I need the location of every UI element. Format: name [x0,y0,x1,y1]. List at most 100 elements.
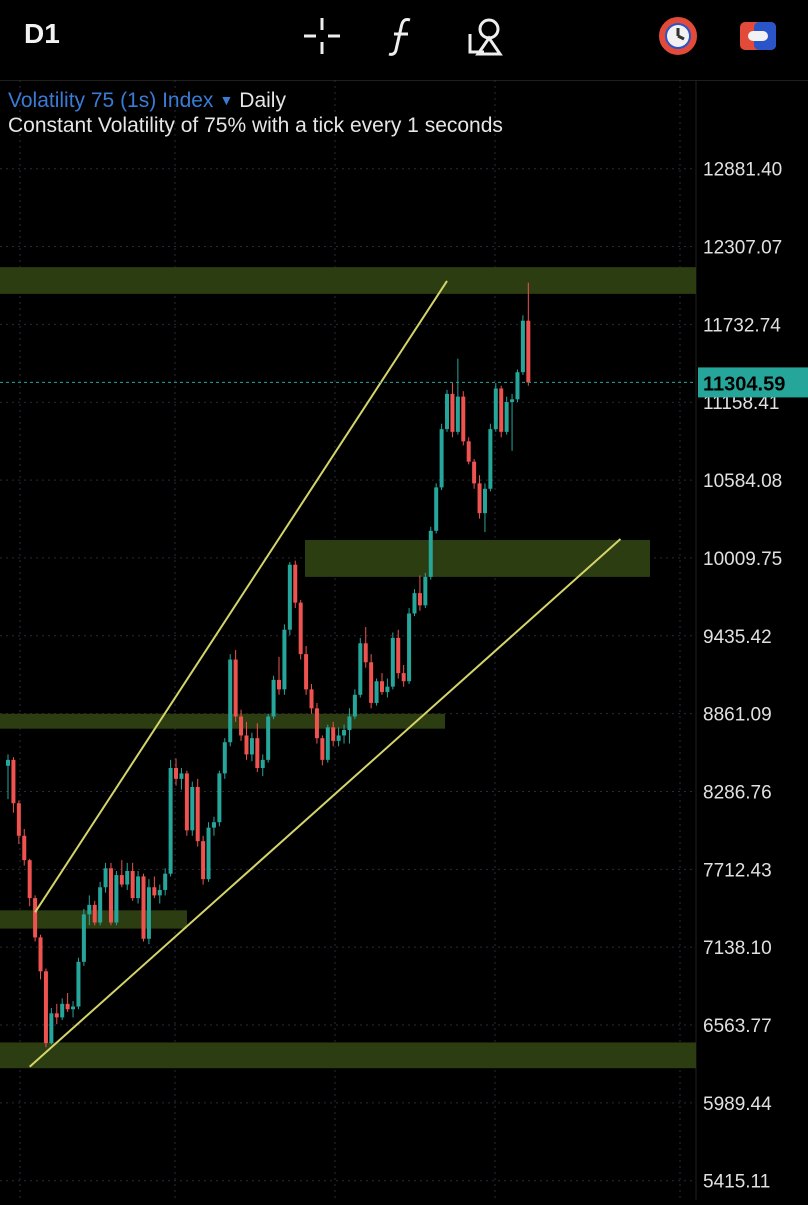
candle-body [314,708,319,739]
candle-body [352,694,357,717]
candle-body [520,320,525,373]
chart-legend: Volatility 75 (1s) Index ▼ Daily [8,86,286,115]
candle-body [141,876,146,939]
y-tick-label: 5989.44 [703,1094,772,1115]
candle-body [27,860,32,899]
candle-body [146,887,151,939]
candle-body [217,773,222,823]
candle-body [336,735,341,741]
trendline [29,538,622,1068]
candle-body [504,402,509,432]
candle-body [98,887,103,923]
candle-body [65,1003,70,1010]
price-axis: 12881.40 12307.07 11732.74 11158.41 10584.08… [698,160,808,1193]
candle-body [309,689,314,709]
candle-body [108,868,113,923]
candle-body [493,388,498,430]
candle-body [482,488,487,514]
candle-body [342,730,347,736]
zones [0,267,696,1069]
candle-body [396,637,401,674]
candle-body [423,576,428,606]
candle-body [222,742,227,774]
candle-body [266,716,271,760]
candle-body [472,461,477,484]
candle-body [228,659,233,743]
candle-body [298,602,303,655]
candle-body [445,393,450,430]
candle-body [249,738,254,755]
y-tick-label: 6563.77 [703,1016,772,1037]
candle-body [407,613,412,682]
candle-body [76,961,81,1007]
candle-body [71,1006,76,1010]
candle-body [401,673,406,682]
candle-body [179,773,184,779]
candle-body [282,629,287,690]
candle-body [347,716,352,731]
candle-body [190,786,195,831]
top-toolbar: D1 [0,0,808,81]
function-icon[interactable] [380,14,424,58]
candle-body [417,593,422,606]
y-tick-label: 12307.07 [703,238,782,259]
candle-body [87,904,92,915]
y-tick-label: 12881.40 [703,160,782,181]
candle-body [320,738,325,760]
candle-body [304,654,309,690]
candle-body [385,686,390,693]
candle-body [363,643,368,663]
candlestick-chart[interactable]: 12881.40 12307.07 11732.74 11158.41 10584.08… [0,80,808,1200]
candle-body [260,759,265,768]
crosshair-icon[interactable] [300,14,344,58]
candle-body [152,887,157,896]
candle-body [439,429,444,488]
candle-body [499,388,504,432]
candle-body [450,393,455,432]
drawing-tools-icon[interactable] [462,14,506,58]
candle-body [125,871,130,885]
current-price-label: 11304.59 [703,373,785,395]
candle-body [510,399,515,403]
toggle-icon[interactable] [736,14,780,58]
y-tick-label: 11158.41 [703,393,779,414]
candle-body [157,889,162,896]
candle-body [255,738,260,768]
candle-body [239,716,244,736]
candle-body [428,530,433,577]
candle-body [461,396,466,442]
candle-body [390,637,395,687]
candle-body [49,1013,54,1044]
y-tick-label: 11732.74 [703,315,781,336]
trendline [34,280,448,913]
candle-body [38,937,43,972]
candle-body [201,841,206,880]
support-resistance-zone [0,713,445,729]
candle-body [325,727,330,760]
candle-body [369,662,374,703]
candle-body [184,773,189,831]
candle-body [287,564,292,630]
support-resistance-zone [305,540,650,577]
candle-body [168,767,173,874]
chart-area[interactable]: 12881.40 12307.07 11732.74 11158.41 10584.08… [0,80,808,1200]
symbol-name[interactable]: Volatility 75 (1s) Index [8,89,214,112]
symbol-dropdown-icon[interactable]: ▼ [219,92,234,108]
candle-body [119,875,124,885]
timer-icon[interactable] [656,14,700,58]
candle-body [233,659,238,717]
grid [0,80,697,1200]
candle-body [174,767,179,779]
y-tick-label: 9435.42 [703,627,772,648]
candle-body [374,681,379,703]
candle-body [163,873,168,890]
candle-body [6,759,10,766]
y-tick-label: 7138.10 [703,938,772,959]
candle-body [81,914,86,962]
support-resistance-zone [0,267,696,294]
candle-body [488,429,493,489]
candle-body [33,898,38,938]
candle-body [54,1013,59,1018]
timeframe-label[interactable]: D1 [24,18,60,49]
candle-body [412,593,417,614]
